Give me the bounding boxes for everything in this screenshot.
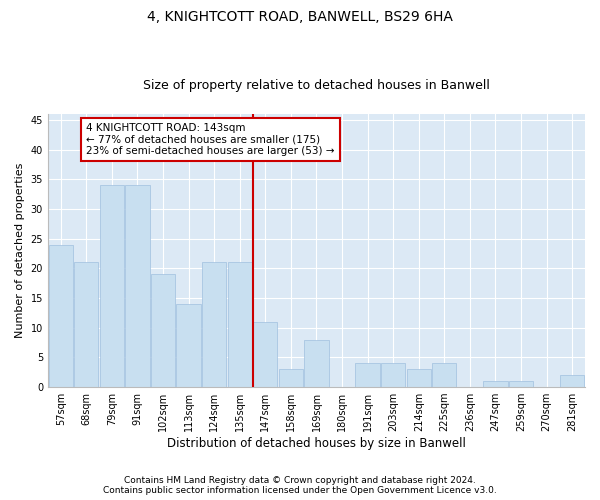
Bar [49, 244, 73, 387]
Bar [100, 185, 124, 387]
Bar [509, 381, 533, 387]
Text: 4, KNIGHTCOTT ROAD, BANWELL, BS29 6HA: 4, KNIGHTCOTT ROAD, BANWELL, BS29 6HA [147, 10, 453, 24]
Bar [74, 262, 98, 387]
Bar [202, 262, 226, 387]
Text: 4 KNIGHTCOTT ROAD: 143sqm
← 77% of detached houses are smaller (175)
23% of semi: 4 KNIGHTCOTT ROAD: 143sqm ← 77% of detac… [86, 123, 335, 156]
Y-axis label: Number of detached properties: Number of detached properties [15, 163, 25, 338]
Bar [151, 274, 175, 387]
Bar [125, 185, 149, 387]
Bar [279, 370, 303, 387]
Title: Size of property relative to detached houses in Banwell: Size of property relative to detached ho… [143, 79, 490, 92]
Bar [432, 364, 457, 387]
Bar [381, 364, 406, 387]
Bar [227, 262, 252, 387]
X-axis label: Distribution of detached houses by size in Banwell: Distribution of detached houses by size … [167, 437, 466, 450]
Bar [484, 381, 508, 387]
Bar [407, 370, 431, 387]
Bar [304, 340, 329, 387]
Text: Contains HM Land Registry data © Crown copyright and database right 2024.
Contai: Contains HM Land Registry data © Crown c… [103, 476, 497, 495]
Bar [176, 304, 201, 387]
Bar [560, 375, 584, 387]
Bar [355, 364, 380, 387]
Bar [253, 322, 277, 387]
